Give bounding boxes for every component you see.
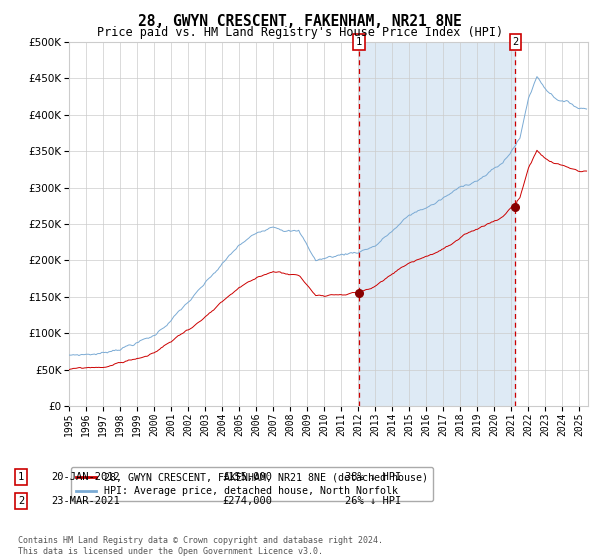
- Text: Contains HM Land Registry data © Crown copyright and database right 2024.
This d: Contains HM Land Registry data © Crown c…: [18, 536, 383, 556]
- Text: 1: 1: [356, 37, 362, 47]
- Text: £274,000: £274,000: [222, 496, 272, 506]
- Text: 23-MAR-2021: 23-MAR-2021: [51, 496, 120, 506]
- Text: Price paid vs. HM Land Registry's House Price Index (HPI): Price paid vs. HM Land Registry's House …: [97, 26, 503, 39]
- Text: 26% ↓ HPI: 26% ↓ HPI: [345, 496, 401, 506]
- Text: £155,000: £155,000: [222, 472, 272, 482]
- Text: 28, GWYN CRESCENT, FAKENHAM, NR21 8NE: 28, GWYN CRESCENT, FAKENHAM, NR21 8NE: [138, 14, 462, 29]
- Text: 2: 2: [18, 496, 24, 506]
- Bar: [359, 42, 515, 406]
- Text: 1: 1: [18, 472, 24, 482]
- Legend: 28, GWYN CRESCENT, FAKENHAM, NR21 8NE (detached house), HPI: Average price, deta: 28, GWYN CRESCENT, FAKENHAM, NR21 8NE (d…: [71, 468, 433, 501]
- Text: 2: 2: [512, 37, 518, 47]
- Text: 20-JAN-2012: 20-JAN-2012: [51, 472, 120, 482]
- Text: 38% ↓ HPI: 38% ↓ HPI: [345, 472, 401, 482]
